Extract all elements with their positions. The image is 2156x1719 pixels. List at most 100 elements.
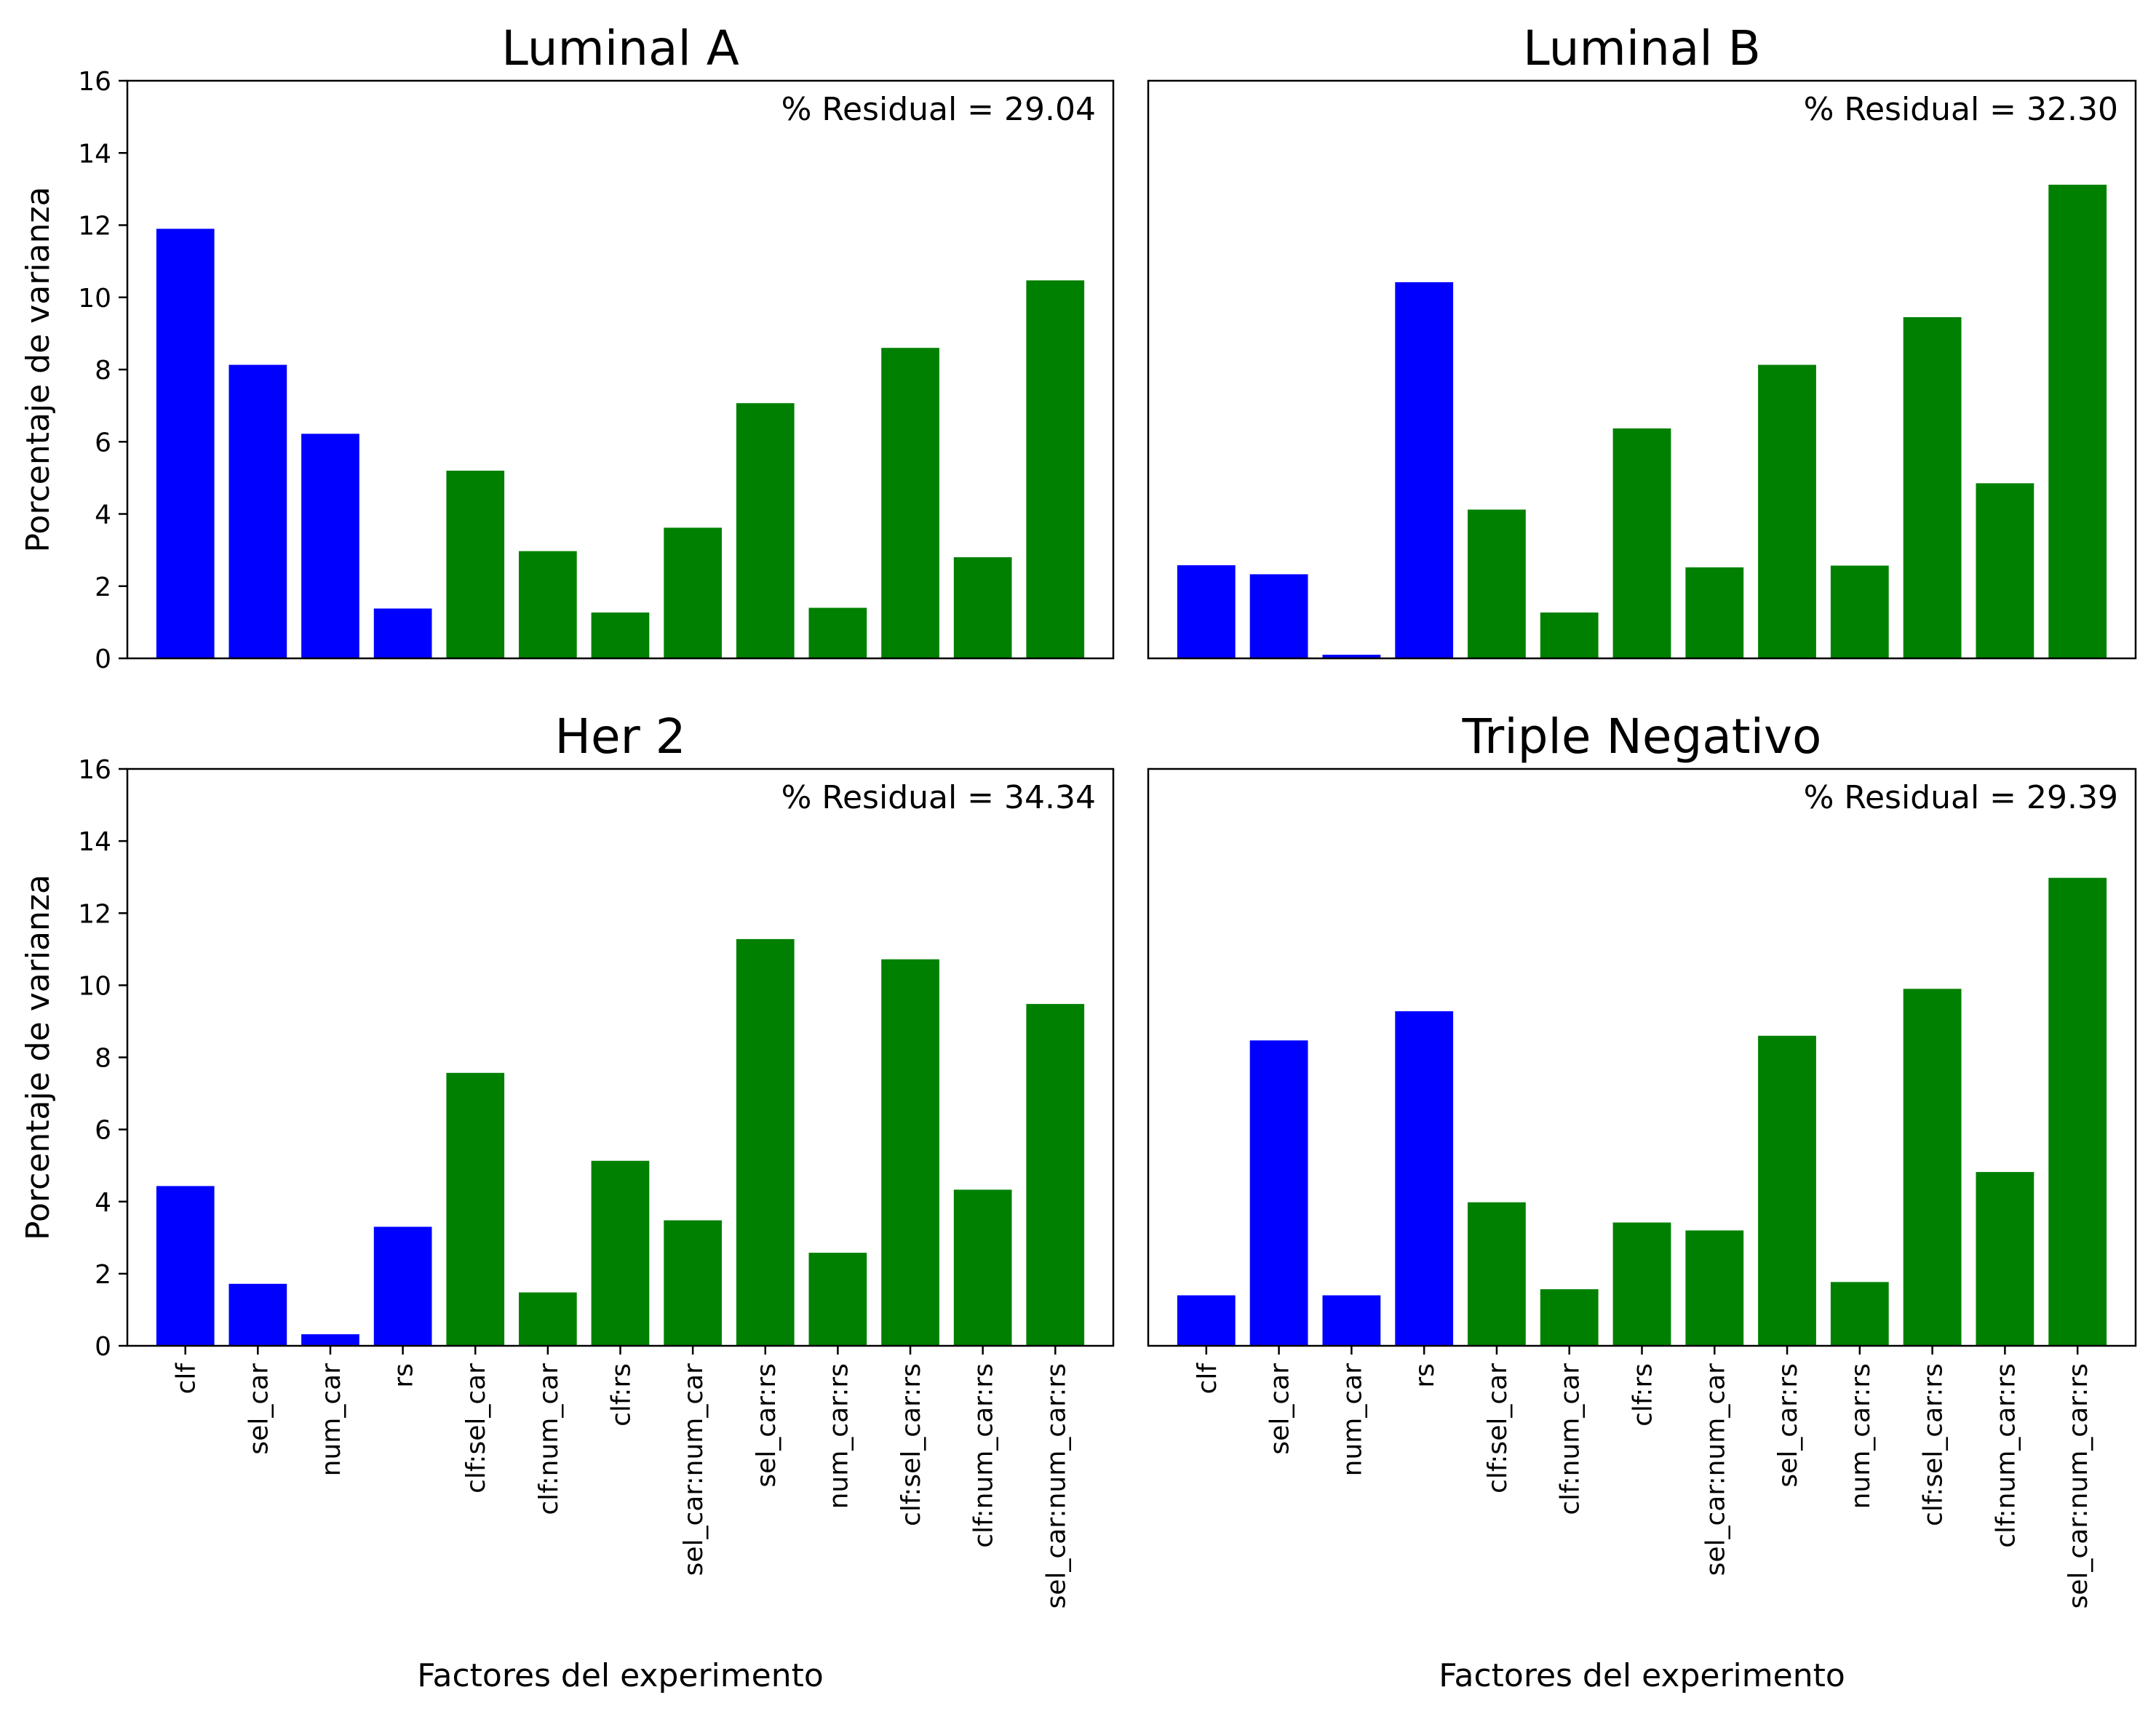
bar-sel-car-rs — [736, 938, 795, 1346]
y-tick-label: 16 — [78, 755, 111, 785]
residual-annotation: % Residual = 29.04 — [781, 91, 1096, 128]
x-tick-label: sel_car:num_car — [1700, 1363, 1730, 1576]
x-tick-label: sel_car:num_car — [679, 1363, 709, 1576]
chart-title: Her 2 — [554, 709, 685, 765]
y-tick-label: 12 — [78, 212, 111, 242]
x-tick-label: sel_car — [1265, 1363, 1295, 1455]
bar-sel-car-num-car — [664, 1220, 722, 1346]
x-axis-label: Factores del experimento — [1439, 1657, 1845, 1694]
x-tick-label: num_car:rs — [1846, 1363, 1876, 1509]
bar-clf-num-car-rs — [953, 557, 1012, 658]
bar-clf-rs — [591, 613, 650, 658]
bar-sel-car-rs — [1758, 364, 1816, 658]
bar-num-car-rs — [1830, 565, 1889, 658]
y-tick-label: 2 — [95, 573, 111, 602]
bar-num-car-rs — [1830, 1282, 1889, 1346]
x-tick-label: clf:rs — [1628, 1363, 1658, 1427]
axes-frame — [1147, 79, 2137, 660]
bar-clf-num-car — [1540, 613, 1599, 658]
bar-clf-sel-car-rs — [1903, 989, 1962, 1346]
bar-rs — [373, 1227, 432, 1346]
bar-sel-car-num-car — [1685, 1230, 1744, 1346]
chart-title: Triple Negativo — [1462, 709, 1822, 765]
bar-sel-car-num-car — [664, 527, 722, 658]
bar-sel-car-rs — [736, 403, 795, 658]
residual-annotation: % Residual = 32.30 — [1804, 91, 2118, 128]
bar-clf-num-car-rs — [1976, 483, 2034, 658]
chart-title: Luminal B — [1523, 20, 1761, 76]
x-tick-label: clf:num_car — [534, 1363, 564, 1515]
bar-clf — [1177, 565, 1236, 658]
bar-num-car-rs — [808, 1253, 867, 1346]
bar-num-car-rs — [808, 607, 867, 658]
x-tick-label: clf — [1193, 1363, 1222, 1395]
y-tick-label: 0 — [95, 1332, 111, 1362]
bar-sel-car-num-car-rs — [1026, 1004, 1085, 1346]
x-tick-label: clf:sel_car:rs — [896, 1363, 926, 1526]
y-tick-label: 16 — [78, 67, 111, 97]
x-tick-label: clf — [172, 1363, 202, 1395]
residual-annotation: % Residual = 34.34 — [781, 779, 1096, 816]
y-tick-label: 0 — [95, 645, 111, 674]
bar-clf — [1177, 1295, 1236, 1346]
x-tick-label: sel_car — [244, 1363, 274, 1455]
x-tick-label: clf:sel_car:rs — [1919, 1363, 1949, 1526]
bar-clf-sel-car-rs — [881, 959, 939, 1346]
bar-sel-car-num-car — [1685, 567, 1744, 658]
bar-num-car — [301, 1334, 359, 1346]
y-tick-label: 2 — [95, 1260, 111, 1290]
bar-num-car — [301, 434, 359, 658]
bar-sel-car — [1249, 574, 1308, 658]
x-tick-label: num_car — [1337, 1363, 1367, 1477]
x-tick-label: sel_car:rs — [1773, 1363, 1803, 1488]
bar-clf-sel-car-rs — [1903, 317, 1962, 658]
bar-clf-sel-car — [1468, 1202, 1526, 1346]
bar-rs — [373, 608, 432, 658]
x-tick-label: sel_car:num_car:rs — [1041, 1363, 1071, 1608]
y-tick-label: 14 — [78, 827, 111, 857]
bar-rs — [1395, 1011, 1454, 1346]
x-tick-label: clf:sel_car — [461, 1363, 491, 1493]
panel-luminal-b: Luminal B % Residual = 32.30 — [1147, 20, 2137, 660]
bar-clf — [156, 1186, 215, 1346]
y-axis-label: Porcentaje de varianza — [20, 874, 57, 1240]
panel-her-2: Her 2 % Residual = 34.34 0 2 4 6 8 10 12 14 16 Porc… — [20, 709, 1115, 1694]
y-tick-label: 10 — [78, 971, 111, 1001]
x-tick-label: rs — [1410, 1363, 1440, 1388]
x-tick-label: sel_car:num_car:rs — [2064, 1363, 2093, 1608]
y-tick-label: 6 — [95, 428, 111, 458]
y-tick-label: 8 — [95, 1044, 111, 1074]
x-tick-label: num_car:rs — [824, 1363, 854, 1509]
bar-num-car — [1322, 1295, 1381, 1346]
bar-clf-num-car-rs — [1976, 1172, 2034, 1346]
bar-clf-sel-car — [1468, 509, 1526, 658]
x-axis-label: Factores del experimento — [417, 1657, 824, 1694]
bar-clf-rs — [1612, 1222, 1671, 1346]
bar-sel-car-rs — [1758, 1035, 1816, 1346]
bar-sel-car — [228, 364, 287, 658]
x-tick-label: clf:num_car:rs — [969, 1363, 999, 1548]
bar-num-car — [1322, 655, 1381, 658]
x-tick-label: rs — [389, 1363, 419, 1388]
bar-clf-sel-car — [446, 1072, 505, 1346]
y-tick-label: 6 — [95, 1116, 111, 1146]
bar-clf-rs — [591, 1160, 650, 1346]
x-tick-label: sel_car:rs — [752, 1363, 781, 1488]
bar-sel-car — [228, 1283, 287, 1346]
bar-clf-num-car-rs — [953, 1189, 1012, 1346]
bar-sel-car-num-car-rs — [2048, 877, 2107, 1346]
residual-annotation: % Residual = 29.39 — [1804, 779, 2118, 816]
bar-sel-car-num-car-rs — [1026, 280, 1085, 658]
y-tick-label: 14 — [78, 139, 111, 169]
bar-clf-num-car — [519, 1292, 577, 1346]
x-tick-label: clf:num_car — [1556, 1363, 1586, 1515]
bar-clf-sel-car-rs — [881, 348, 939, 658]
bar-rs — [1395, 282, 1454, 658]
y-tick-label: 4 — [95, 500, 111, 530]
bar-clf-num-car — [1540, 1289, 1599, 1346]
panel-triple-negativo: Triple Negativo % Residual = 29.39 clf sel_… — [1147, 709, 2137, 1694]
y-tick-label: 10 — [78, 284, 111, 314]
x-tick-label: clf:sel_car — [1483, 1363, 1513, 1493]
y-axis-label: Porcentaje de varianza — [20, 187, 57, 553]
